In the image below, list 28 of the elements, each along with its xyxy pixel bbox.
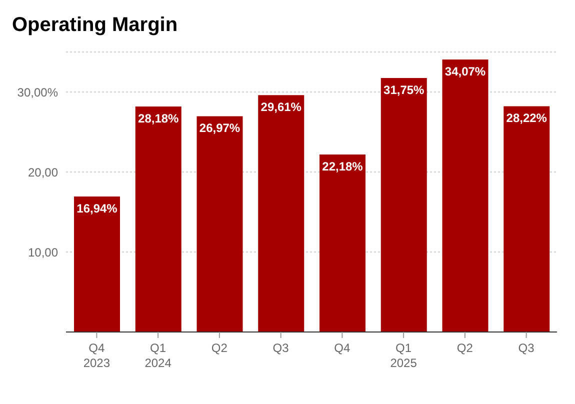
x-tick-label: Q3 — [518, 341, 535, 355]
y-tick-label: 10,00 — [28, 245, 58, 260]
bar — [380, 78, 427, 332]
data-label: 29,61% — [260, 100, 302, 114]
x-tick-label: Q1 2025 — [390, 341, 418, 370]
chart-title: Operating Margin — [11, 13, 179, 38]
bar — [258, 95, 304, 332]
x-tick-label: Q4 2023 — [83, 341, 110, 370]
x-tick-label: Q3 — [272, 341, 290, 355]
x-tick-label: Q2 — [211, 341, 228, 355]
bar — [74, 196, 120, 332]
bar — [135, 106, 182, 332]
data-label: 26,97% — [199, 121, 240, 136]
x-tick-label: Q4 — [334, 341, 351, 355]
data-label: 31,75% — [384, 83, 425, 97]
data-label: 16,94% — [76, 201, 118, 216]
y-tick-label: 30,00% — [17, 85, 58, 100]
x-tick-label: Q2 — [456, 341, 474, 355]
bar — [442, 59, 488, 332]
y-tick-label: 20,00 — [28, 165, 58, 180]
data-label: 34,07% — [444, 64, 486, 78]
bar — [320, 154, 366, 332]
data-label: 22,18% — [322, 160, 364, 174]
data-label: 28,22% — [506, 111, 548, 126]
bar — [504, 106, 550, 332]
bar — [196, 116, 243, 332]
x-tick-label: Q1 2024 — [144, 341, 172, 370]
data-label: 28,18% — [138, 112, 180, 126]
